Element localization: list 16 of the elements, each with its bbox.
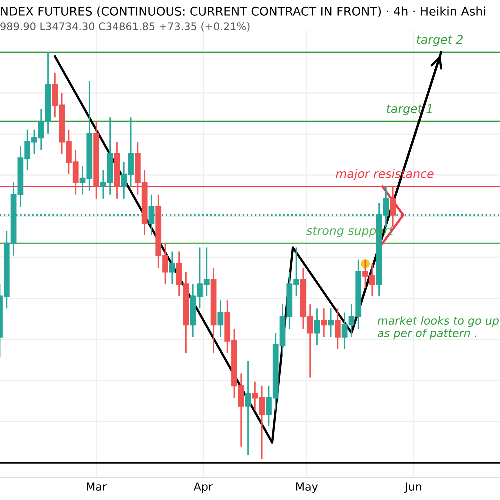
candlestick xyxy=(321,308,328,338)
x-tick-label: Mar xyxy=(87,482,108,491)
x-tick-label: May xyxy=(296,482,318,494)
candlestick xyxy=(334,308,341,350)
candlestick xyxy=(169,251,176,285)
x-tick-label: Jun xyxy=(404,482,422,494)
candlestick xyxy=(390,186,396,228)
candlestick xyxy=(314,308,320,346)
x-tick-label: Apr xyxy=(194,482,214,494)
candlestick xyxy=(218,300,224,338)
candlestick xyxy=(328,308,334,338)
chart-subtitle: 989.90 L34734.30 C34861.85 +73.35 (+0.21%) xyxy=(0,22,250,32)
candlestick xyxy=(245,360,252,456)
chart-title: NDEX FUTURES (CONTINUOUS: CURRENT CONTRACT IN FRONT) · 4h · Heikin Ashi xyxy=(1,6,486,18)
annotation: market looks to go up as per of pattern . xyxy=(378,316,499,340)
ref-line-label: target 2 xyxy=(417,35,463,46)
